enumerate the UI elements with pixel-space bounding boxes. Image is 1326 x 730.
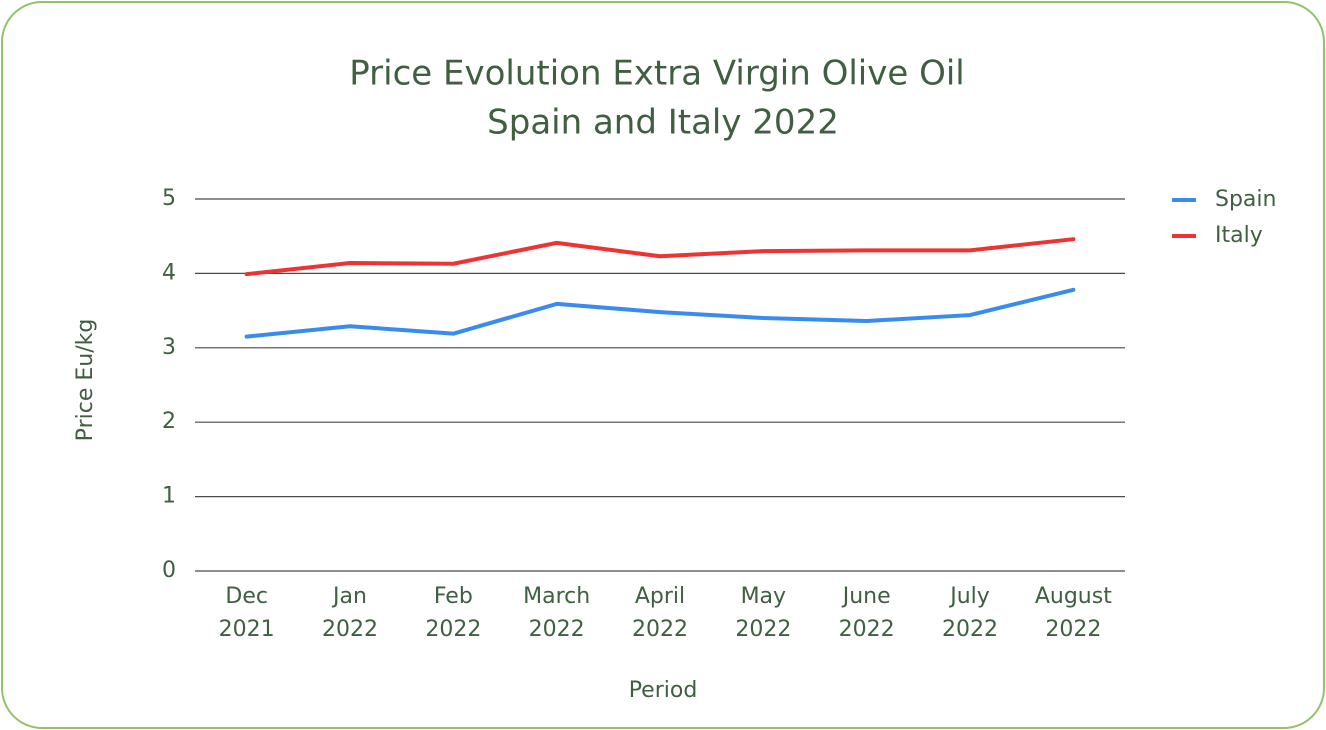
x-tick-label: April: [635, 584, 685, 609]
line-series: [244, 287, 1076, 339]
x-tick-label: June: [841, 584, 891, 609]
x-tick-label: July: [948, 584, 990, 609]
x-tick-label: Dec: [225, 584, 268, 609]
x-tick-label: 2022: [425, 617, 481, 642]
x-tick-label: March: [523, 584, 590, 609]
legend-label: Italy: [1215, 223, 1263, 248]
y-tick-label: 3: [162, 335, 176, 360]
y-tick-label: 5: [162, 186, 176, 211]
chart-title: Spain and Italy 2022: [487, 103, 839, 143]
x-tick-label: May: [741, 584, 786, 609]
y-tick-label: 2: [162, 409, 176, 434]
legend-label: Spain: [1215, 187, 1276, 212]
x-tick-label: 2022: [1045, 617, 1101, 642]
x-tick-label: Jan: [331, 584, 367, 609]
x-tick-label: 2022: [632, 617, 688, 642]
y-axis-label: Price Eu/kg: [73, 319, 98, 442]
line-series: [244, 237, 1076, 277]
y-tick-label: 1: [162, 484, 176, 509]
x-tick-label: 2022: [735, 617, 791, 642]
x-tick-label: 2022: [942, 617, 998, 642]
y-tick-label: 4: [162, 260, 176, 285]
x-tick-label: 2022: [322, 617, 378, 642]
y-tick-label: 0: [162, 558, 176, 583]
x-tick-label: 2022: [839, 617, 895, 642]
x-tick-label: 2021: [219, 617, 275, 642]
x-tick-label: August: [1035, 584, 1112, 609]
x-axis-label: Period: [629, 678, 698, 703]
chart-title: Price Evolution Extra Virgin Olive Oil: [349, 54, 965, 94]
x-tick-label: 2022: [529, 617, 585, 642]
x-tick-label: Feb: [434, 584, 473, 609]
